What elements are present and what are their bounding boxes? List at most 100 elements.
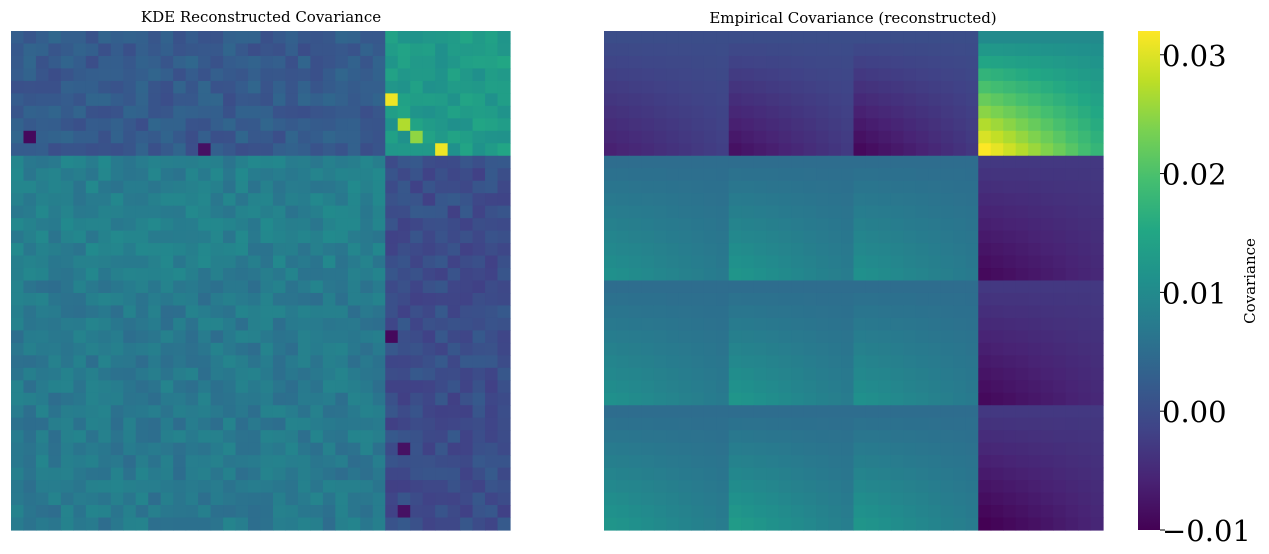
kde-heatmap-cell: [48, 55, 62, 70]
kde-heatmap-cell: [173, 43, 187, 57]
kde-heatmap-cell: [35, 342, 50, 356]
empirical-heatmap-cell: [940, 143, 954, 157]
empirical-heatmap-cell: [1040, 268, 1054, 282]
empirical-heatmap-cell: [741, 405, 755, 419]
kde-heatmap-cell: [160, 168, 174, 182]
kde-heatmap-cell: [160, 342, 174, 356]
empirical-heatmap-cell: [641, 105, 655, 119]
kde-heatmap-cell: [385, 255, 399, 269]
empirical-heatmap-cell: [853, 517, 867, 531]
kde-heatmap-cell: [310, 130, 324, 144]
kde-heatmap-cell: [210, 292, 224, 307]
empirical-heatmap-cell: [1040, 367, 1054, 381]
kde-heatmap-cell: [35, 455, 50, 469]
empirical-heatmap-cell: [703, 405, 717, 419]
empirical-heatmap-cell: [653, 355, 667, 369]
kde-heatmap-cell: [60, 130, 74, 144]
empirical-heatmap-cell: [753, 80, 767, 94]
empirical-heatmap-cell: [1028, 143, 1042, 157]
kde-heatmap-cell: [11, 118, 25, 132]
empirical-heatmap-cell: [953, 55, 967, 70]
empirical-heatmap-cell: [703, 155, 717, 169]
kde-heatmap-cell: [322, 367, 336, 381]
empirical-heatmap-cell: [666, 442, 680, 456]
kde-heatmap-cell: [297, 68, 311, 82]
kde-heatmap-cell: [372, 392, 386, 406]
empirical-heatmap-cell: [953, 118, 967, 132]
kde-heatmap-cell: [198, 342, 212, 356]
kde-heatmap-cell: [435, 355, 449, 369]
kde-heatmap-cell: [185, 430, 199, 444]
empirical-heatmap-cell: [1065, 205, 1079, 219]
colorbar-tick-label: 0.03: [1162, 39, 1227, 73]
kde-heatmap-cell: [248, 143, 262, 157]
kde-heatmap-cell: [11, 230, 25, 244]
kde-heatmap-cell: [322, 442, 336, 456]
kde-heatmap-cell: [260, 330, 274, 344]
kde-heatmap-cell: [11, 305, 25, 319]
empirical-heatmap-cell: [703, 118, 717, 132]
kde-heatmap-cell: [98, 93, 112, 107]
empirical-heatmap-cell: [1003, 405, 1017, 419]
kde-heatmap-cell: [335, 330, 349, 344]
kde-heatmap-cell: [223, 442, 237, 456]
empirical-heatmap-cell: [915, 392, 929, 406]
kde-heatmap-cell: [297, 243, 311, 257]
empirical-heatmap-cell: [628, 218, 643, 232]
kde-heatmap-cell: [447, 155, 461, 169]
kde-heatmap-cell: [435, 305, 449, 319]
kde-heatmap-cell: [360, 305, 374, 319]
kde-heatmap-cell: [248, 168, 262, 182]
kde-heatmap-cell: [360, 80, 374, 94]
empirical-heatmap-cell: [641, 243, 655, 257]
kde-heatmap-cell: [435, 205, 449, 219]
kde-heatmap-cell: [397, 31, 411, 45]
kde-heatmap-cell: [410, 367, 424, 381]
empirical-heatmap-cell: [616, 218, 630, 232]
empirical-heatmap-cell: [1028, 367, 1042, 381]
empirical-heatmap-cell: [1003, 342, 1017, 356]
kde-heatmap-cell: [460, 80, 474, 94]
kde-heatmap-cell: [23, 180, 37, 194]
kde-heatmap-cell: [123, 380, 137, 394]
kde-heatmap-cell: [123, 68, 137, 82]
empirical-heatmap-cell: [741, 492, 755, 506]
empirical-heatmap-cell: [816, 492, 830, 506]
kde-heatmap-cell: [397, 143, 411, 157]
empirical-heatmap-cell: [1053, 55, 1067, 70]
kde-heatmap-cell: [422, 230, 436, 244]
empirical-heatmap-cell: [1028, 180, 1042, 194]
empirical-heatmap-cell: [741, 380, 755, 394]
kde-heatmap-cell: [85, 93, 99, 107]
empirical-heatmap-cell: [691, 330, 705, 344]
empirical-heatmap-cell: [703, 31, 717, 45]
kde-heatmap-cell: [11, 205, 25, 219]
kde-heatmap-cell: [497, 455, 511, 469]
kde-heatmap-cell: [360, 143, 374, 157]
empirical-heatmap-cell: [915, 118, 929, 132]
kde-heatmap-cell: [310, 405, 324, 419]
empirical-heatmap-cell: [1003, 380, 1017, 394]
kde-heatmap-cell: [397, 405, 411, 419]
kde-heatmap-cell: [310, 205, 324, 219]
kde-heatmap-cell: [310, 93, 324, 107]
empirical-heatmap-cell: [903, 342, 917, 356]
kde-heatmap-cell: [435, 330, 449, 344]
colorbar-tick-label: 0.00: [1162, 395, 1227, 429]
empirical-heatmap-cell: [990, 193, 1004, 207]
kde-heatmap-cell: [235, 467, 249, 481]
kde-heatmap-cell: [198, 118, 212, 132]
empirical-heatmap-cell: [1003, 243, 1017, 257]
kde-heatmap-cell: [248, 405, 262, 419]
empirical-heatmap-cell: [753, 130, 767, 144]
kde-heatmap-cell: [135, 118, 149, 132]
kde-heatmap-cell: [447, 80, 461, 94]
kde-heatmap-cell: [148, 193, 162, 207]
kde-heatmap-cell: [297, 155, 311, 169]
empirical-heatmap-cell: [928, 292, 942, 307]
kde-heatmap-cell: [410, 31, 424, 45]
empirical-heatmap-cell: [653, 255, 667, 269]
kde-heatmap-cell: [360, 118, 374, 132]
empirical-heatmap-cell: [753, 143, 767, 157]
empirical-heatmap-cell: [816, 505, 830, 519]
